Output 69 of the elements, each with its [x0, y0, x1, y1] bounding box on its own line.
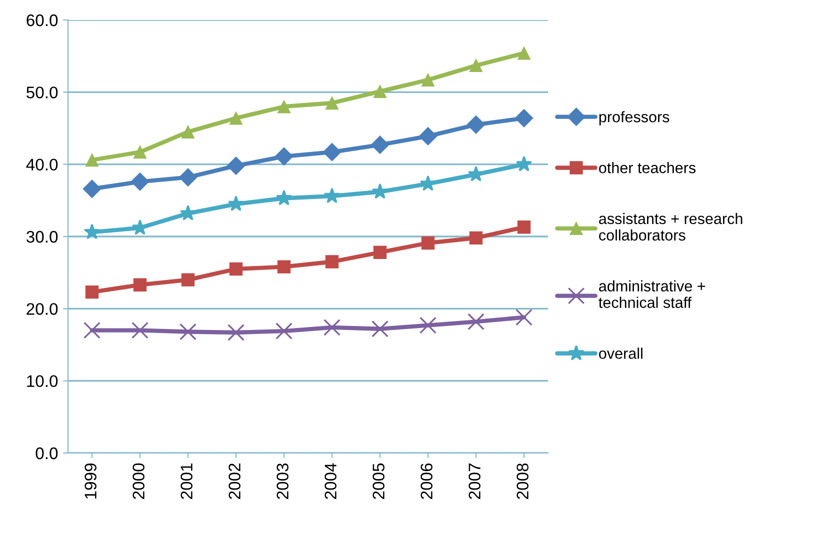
point — [373, 84, 387, 98]
point — [133, 278, 147, 292]
point — [370, 136, 390, 154]
point — [372, 183, 388, 199]
point — [85, 285, 99, 299]
x-tick-label: 2001 — [180, 464, 192, 499]
point — [84, 322, 100, 339]
x-tick-label: 2006 — [420, 463, 432, 499]
legend-label: administrative + technical staff — [598, 280, 706, 308]
x-tick-label: 1999 — [84, 464, 96, 499]
point — [274, 147, 294, 166]
point — [85, 153, 99, 167]
point — [514, 108, 534, 128]
y-tick-label: 20.0 — [26, 303, 58, 315]
point — [276, 190, 292, 206]
point — [325, 96, 339, 110]
point — [516, 308, 532, 326]
legend-label: other teachers — [599, 162, 696, 174]
legend-label: overall — [599, 348, 642, 359]
point — [418, 127, 438, 146]
y-tick-label: 10.0 — [27, 375, 58, 388]
point — [516, 156, 532, 172]
point — [466, 115, 486, 134]
point — [469, 231, 483, 245]
x-tick-label: 2003 — [276, 463, 288, 499]
point — [84, 224, 100, 240]
x-tick-label: 2004 — [324, 463, 336, 499]
point — [226, 156, 246, 175]
point — [325, 255, 339, 268]
point — [229, 112, 243, 125]
point — [228, 196, 244, 212]
point — [517, 46, 531, 60]
point — [324, 318, 340, 336]
legend-label: professors — [599, 111, 670, 126]
point — [322, 142, 342, 162]
y-tick-label: 30.0 — [26, 230, 58, 243]
point — [324, 188, 340, 204]
point — [277, 260, 291, 274]
point — [517, 220, 531, 234]
point — [421, 236, 435, 250]
y-tick-label: 50.0 — [26, 86, 58, 98]
x-tick-label: 2008 — [516, 463, 528, 499]
y-tick-label: 60.0 — [26, 14, 58, 26]
point — [180, 323, 196, 340]
y-tick-label: 0.0 — [36, 447, 58, 460]
y-tick-label: 40.0 — [26, 158, 58, 171]
legend-label: assistants + research collaborators — [599, 212, 742, 241]
point — [180, 204, 196, 220]
point — [132, 322, 148, 339]
point — [130, 172, 150, 191]
point — [372, 320, 388, 338]
point — [229, 262, 243, 276]
point — [276, 322, 292, 340]
x-tick-label: 2000 — [132, 463, 144, 499]
point — [181, 125, 195, 138]
point — [82, 180, 102, 198]
point — [468, 313, 484, 330]
point — [420, 316, 436, 334]
point — [469, 58, 483, 72]
x-tick-label: 2005 — [372, 463, 384, 499]
point — [133, 145, 147, 159]
point — [277, 100, 291, 114]
point — [228, 324, 244, 341]
x-tick-label: 2007 — [468, 464, 480, 499]
x-tick-label: 2002 — [228, 464, 240, 499]
point — [373, 246, 387, 259]
point — [178, 168, 198, 187]
point — [421, 73, 435, 86]
point — [181, 273, 195, 286]
